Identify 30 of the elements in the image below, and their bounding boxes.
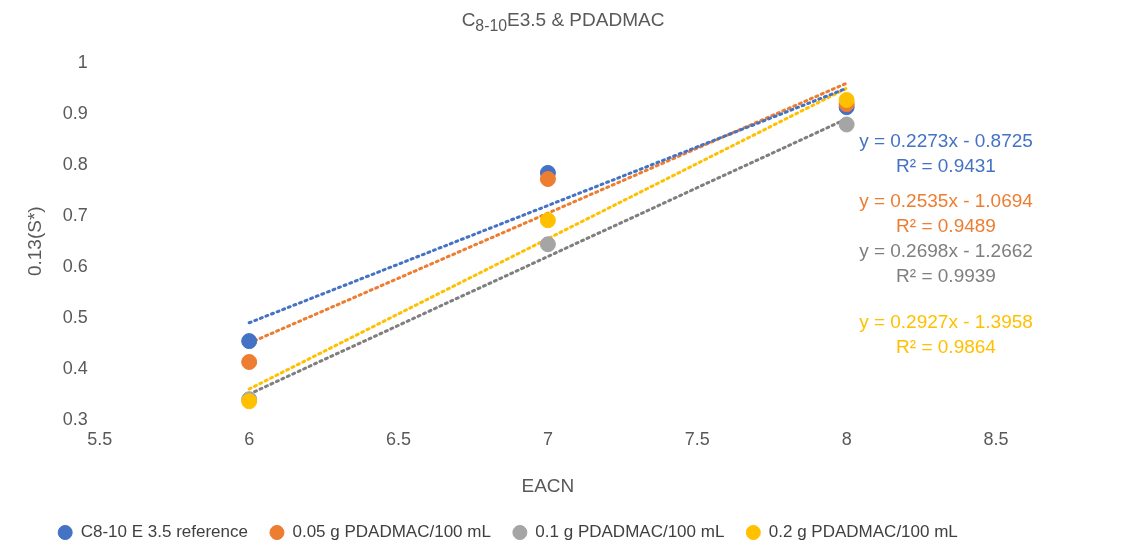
x-axis-title: EACN [521,474,575,496]
chart-title: C$_{8-10}$E3.5 & PDADMAC [460,8,666,36]
legend-label: 0.05 g PDADMAC/100 mL [292,522,491,542]
legend-label: 0.2 g PDADMAC/100 mL [768,522,958,542]
y-tick-label: 0.9 [62,102,88,123]
legend-label: C8-10 E 3.5 reference [80,522,248,542]
annotation: y = 0.2535x - 1.0694 [859,190,1034,212]
annotation: y = 0.2698x - 1.2662 [859,240,1033,262]
x-tick-label: 8 [841,429,852,450]
annotation: y = 0.2927x - 1.3958 [859,311,1033,333]
annotation: R² = 0.9939 [896,265,996,287]
x-tick-label: 6.5 [386,429,412,450]
annotation: R² = 0.9489 [896,215,996,237]
annotation: R² = 0.9431 [896,154,996,176]
x-tick-label: 7 [542,429,553,450]
annotation: y = 0.2273x - 0.8725 [859,129,1033,151]
annotation: R² = 0.9864 [896,336,997,358]
legend-label: 0.1 g PDADMAC/100 mL [535,522,725,542]
y-tick-label: 0.7 [62,204,88,225]
x-tick-label: 7.5 [684,429,710,450]
x-tick-label: 5.5 [87,429,113,450]
y-tick-label: 0.4 [62,357,88,378]
y-tick-label: 1 [77,51,88,72]
x-tick-label: 6 [244,429,255,450]
y-axis-title: 0.13(S*) [23,206,45,277]
y-tick-label: 0.3 [62,408,88,429]
y-tick-label: 0.5 [62,306,88,327]
y-tick-label: 0.8 [62,153,88,174]
y-tick-label: 0.6 [62,255,88,276]
x-tick-label: 8.5 [983,429,1009,450]
